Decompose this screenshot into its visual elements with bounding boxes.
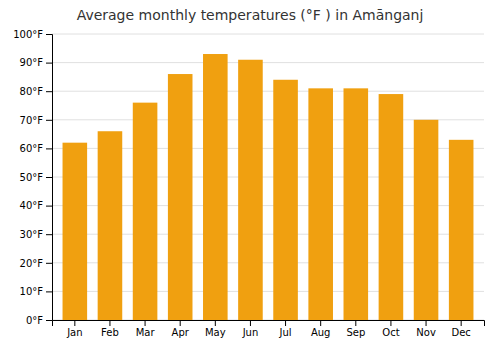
- x-axis-line: [53, 321, 485, 327]
- x-tick: Aug: [311, 320, 331, 338]
- y-tick: 90°F: [20, 57, 52, 68]
- x-tick: Jun: [242, 320, 259, 338]
- y-tick-label: 60°F: [20, 143, 44, 154]
- x-tick: May: [205, 320, 226, 338]
- x-tick-label: Jan: [66, 327, 82, 338]
- y-axis-line: [46, 35, 53, 321]
- y-tick-mark: [46, 91, 52, 92]
- bar: [449, 140, 474, 320]
- x-axis: Jan Feb Mar Apr May Jun Jul Aug Sep Oct Nov Dec: [53, 320, 485, 338]
- x-tick: Dec: [451, 320, 470, 338]
- x-tick: Jul: [279, 320, 292, 338]
- x-tick-mark: [250, 320, 251, 326]
- bar: [379, 94, 404, 320]
- bar: [63, 143, 88, 320]
- x-tick-mark: [109, 320, 110, 326]
- y-tick-mark: [46, 320, 52, 321]
- y-tick-label: 50°F: [20, 172, 44, 183]
- x-tick-label: Sep: [346, 327, 365, 338]
- x-tick-mark: [145, 320, 146, 326]
- x-tick-mark: [180, 320, 181, 326]
- x-tick-mark: [320, 320, 321, 326]
- x-tick-label: Apr: [172, 327, 190, 338]
- x-tick-label: Oct: [382, 327, 399, 338]
- bar: [414, 120, 439, 320]
- y-tick: 30°F: [20, 229, 52, 240]
- x-tick-label: May: [205, 327, 226, 338]
- x-tick-label: Feb: [101, 327, 119, 338]
- y-tick-label: 0°F: [26, 315, 43, 326]
- y-tick: 50°F: [20, 172, 52, 183]
- y-tick: 10°F: [20, 286, 52, 297]
- x-tick-label: Nov: [416, 327, 436, 338]
- y-tick-label: 80°F: [20, 86, 44, 97]
- grid-line: [52, 34, 484, 35]
- x-tick-mark: [390, 320, 391, 326]
- y-tick-mark: [46, 34, 52, 35]
- x-tick: Jan: [66, 320, 82, 338]
- y-tick-mark: [46, 177, 52, 178]
- y-tick: 80°F: [20, 86, 52, 97]
- x-tick: Feb: [101, 320, 119, 338]
- bar: [98, 131, 123, 320]
- x-tick-mark: [215, 320, 216, 326]
- plot-area: 0°F 10°F 20°F 30°F 40°F 50°F 60°F 70°F 80°F 90°F 1…: [13, 29, 484, 338]
- y-tick-label: 70°F: [20, 115, 44, 126]
- x-tick: Mar: [136, 320, 156, 338]
- y-tick: 0°F: [26, 315, 52, 326]
- bar: [308, 88, 333, 320]
- x-tick: Nov: [416, 320, 436, 338]
- x-tick-mark: [426, 320, 427, 326]
- bar: [133, 103, 158, 320]
- grid-line: [52, 91, 484, 92]
- y-axis: 0°F 10°F 20°F 30°F 40°F 50°F 60°F 70°F 80°F 90°F 1…: [13, 29, 52, 326]
- y-tick-label: 10°F: [20, 286, 44, 297]
- title: Average monthly temperatures (°F ) in Am…: [77, 7, 424, 23]
- x-tick-mark: [74, 320, 75, 326]
- chart-container: 0°F 10°F 20°F 30°F 40°F 50°F 60°F 70°F 80°F 90°F 1…: [0, 0, 500, 350]
- y-tick-mark: [46, 206, 52, 207]
- bar: [238, 60, 263, 320]
- y-tick: 20°F: [20, 258, 52, 269]
- x-tick-mark: [285, 320, 286, 326]
- y-tick-label: 20°F: [20, 258, 44, 269]
- x-tick: Sep: [346, 320, 365, 338]
- y-tick-label: 30°F: [20, 229, 44, 240]
- x-tick-label: Dec: [451, 327, 470, 338]
- x-tick-label: Jun: [242, 327, 259, 338]
- y-tick-mark: [46, 120, 52, 121]
- y-tick-mark: [46, 234, 52, 235]
- bars: [63, 54, 474, 320]
- x-tick: Oct: [382, 320, 399, 338]
- bar: [344, 88, 369, 320]
- grid: [52, 34, 484, 320]
- x-tick-label: Mar: [136, 327, 156, 338]
- y-tick-mark: [46, 63, 52, 64]
- x-tick-mark: [461, 320, 462, 326]
- x-tick: Apr: [172, 320, 190, 338]
- x-tick-label: Jul: [279, 327, 292, 338]
- y-tick: 100°F: [13, 29, 52, 40]
- y-tick: 60°F: [20, 143, 52, 154]
- grid-line: [52, 62, 484, 63]
- bar: [203, 54, 228, 320]
- x-tick-mark: [355, 320, 356, 326]
- y-tick: 70°F: [20, 115, 52, 126]
- bar: [273, 80, 298, 320]
- y-tick-mark: [46, 263, 52, 264]
- y-tick-label: 40°F: [20, 200, 44, 211]
- y-tick-mark: [46, 291, 52, 292]
- y-tick-label: 100°F: [13, 29, 43, 40]
- chart-svg: 0°F 10°F 20°F 30°F 40°F 50°F 60°F 70°F 80°F 90°F 1…: [0, 0, 500, 350]
- y-tick: 40°F: [20, 200, 52, 211]
- x-tick-label: Aug: [311, 327, 331, 338]
- y-tick-mark: [46, 148, 52, 149]
- bar: [168, 74, 193, 320]
- y-tick-label: 90°F: [20, 57, 44, 68]
